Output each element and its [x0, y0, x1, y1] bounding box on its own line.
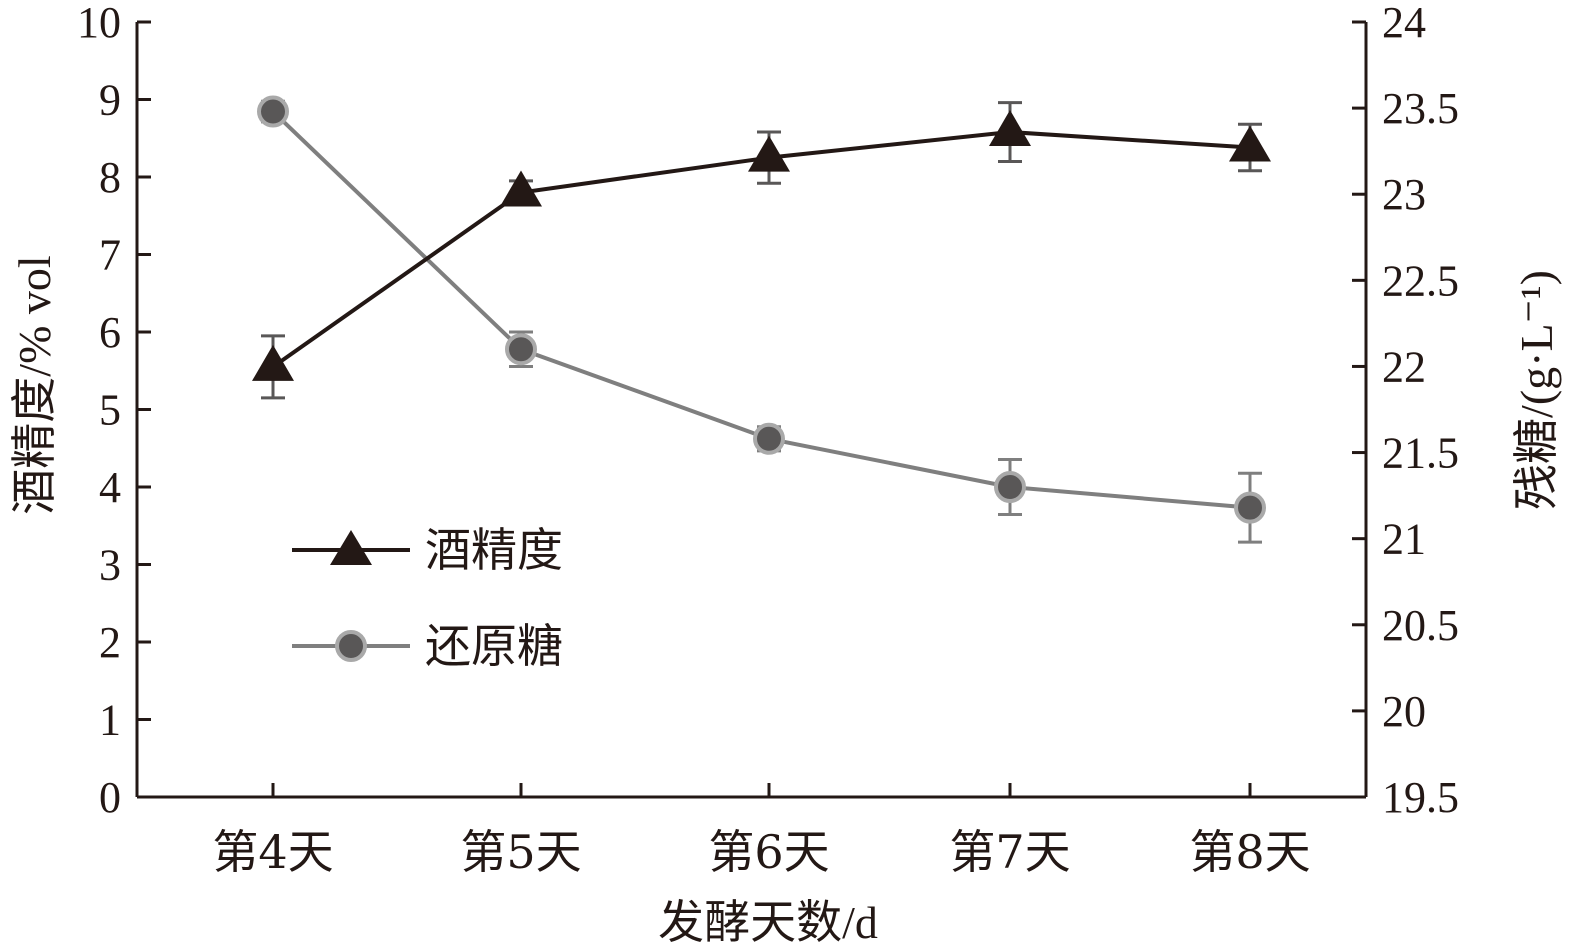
right-tick-label: 20.5: [1382, 601, 1459, 650]
right-axis-title: 残糖/(g·L⁻¹): [1511, 270, 1562, 510]
left-tick-label: 8: [99, 153, 121, 202]
legend: 酒精度 还原糖: [292, 523, 563, 673]
data-point-circle: [505, 333, 537, 366]
x-tick-label: 第7天: [949, 825, 1070, 879]
x-axis-title: 发酵天数/d: [658, 897, 878, 948]
left-axis-title: 酒精度/% vol: [9, 255, 60, 514]
right-tick-label: 21: [1382, 515, 1426, 564]
right-tick-label: 20: [1382, 687, 1426, 736]
data-point-triangle: [989, 110, 1031, 147]
legend-item-alcohol: 酒精度: [292, 523, 563, 577]
left-tick-label: 0: [99, 773, 121, 822]
left-tick-label: 5: [99, 386, 121, 435]
right-tick-label: 22.5: [1382, 256, 1459, 305]
left-tick-label: 9: [99, 76, 121, 125]
data-point-circle: [257, 95, 289, 128]
left-tick-label: 2: [99, 618, 121, 667]
right-tick-label: 22: [1382, 342, 1426, 391]
data-point-circle: [994, 471, 1026, 503]
data-point-triangle: [500, 170, 542, 207]
legend-circle-marker: [335, 630, 367, 662]
right-y-ticks: 19.5 20 20.5 21 21.5 22 22.5 23 23.5 24: [1352, 0, 1459, 822]
x-tick-label: 第6天: [708, 825, 829, 879]
legend-triangle-marker: [330, 530, 372, 565]
left-tick-label: 6: [99, 308, 121, 357]
right-tick-label: 21.5: [1382, 429, 1459, 478]
right-tick-label: 23: [1382, 170, 1426, 219]
left-y-ticks: 0 1 2 3 4 5 6 7 8 9 10: [77, 0, 151, 822]
right-tick-label: 23.5: [1382, 84, 1459, 133]
series-alcohol: [252, 101, 1271, 400]
left-tick-label: 3: [99, 541, 121, 590]
x-ticks: 第4天 第5天 第6天 第7天 第8天: [212, 783, 1311, 879]
legend-label-sugar: 还原糖: [425, 619, 563, 673]
left-tick-label: 10: [77, 0, 121, 47]
x-tick-label: 第5天: [460, 825, 581, 879]
right-tick-label: 24: [1382, 0, 1426, 47]
left-tick-label: 4: [99, 463, 121, 512]
data-point-triangle: [748, 135, 790, 172]
series-sugar: [257, 95, 1266, 544]
x-tick-label: 第8天: [1189, 825, 1310, 879]
legend-label-alcohol: 酒精度: [425, 523, 563, 577]
data-point-circle: [753, 422, 785, 455]
left-tick-label: 7: [99, 231, 121, 280]
left-tick-label: 1: [99, 696, 121, 745]
x-tick-label: 第4天: [212, 825, 333, 879]
legend-item-sugar: 还原糖: [292, 619, 563, 673]
data-point-circle: [1234, 491, 1266, 524]
series-layer: [252, 95, 1271, 544]
right-tick-label: 19.5: [1382, 773, 1459, 822]
data-point-triangle: [252, 344, 294, 381]
axes: [135, 22, 1368, 799]
data-point-triangle: [1229, 125, 1271, 162]
